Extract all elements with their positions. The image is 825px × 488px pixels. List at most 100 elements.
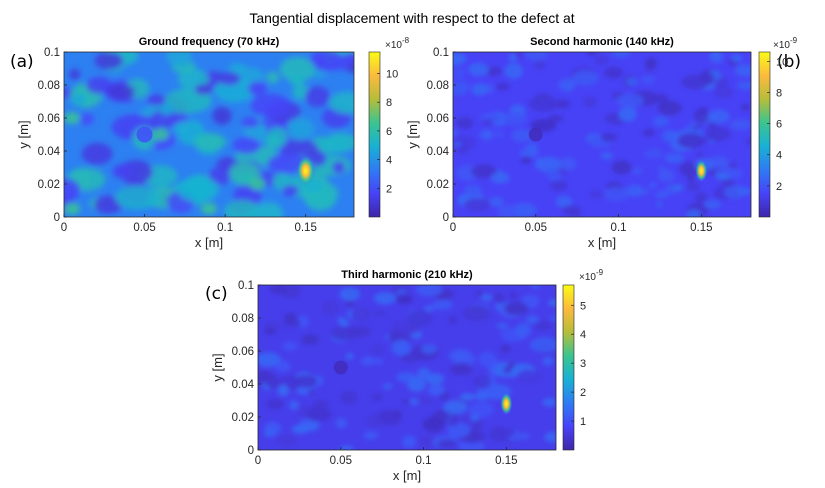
texture-blob [720, 179, 735, 188]
texture-blob [478, 351, 497, 367]
texture-blob [308, 389, 315, 396]
texture-blob [586, 52, 598, 56]
texture-blob [472, 375, 491, 389]
x-tick-label: 0 [255, 455, 261, 467]
texture-blob [402, 398, 412, 405]
texture-blob [724, 184, 746, 200]
texture-blob [489, 426, 509, 442]
texture-blob [64, 177, 81, 202]
colorbar-tick-label: 10 [776, 56, 788, 68]
defect-marker [528, 127, 543, 142]
texture-blob [611, 160, 632, 175]
texture-blob [254, 202, 284, 217]
texture-blob [524, 52, 549, 61]
heatmap-field [258, 285, 556, 450]
colorbar-tick-label: 2 [776, 181, 782, 193]
texture-blob [447, 422, 470, 438]
texture-blob [407, 377, 426, 392]
colorbar-tick-label: 1 [580, 416, 586, 428]
texture-blob [335, 417, 347, 429]
texture-blob [382, 383, 393, 390]
texture-blob [521, 294, 540, 309]
colorbar-tick-label: 6 [386, 126, 392, 138]
texture-blob [714, 86, 734, 99]
texture-blob [737, 81, 751, 90]
colorbar-exponent-base: ×10 [773, 40, 790, 51]
texture-blob [658, 169, 675, 183]
texture-blob [549, 180, 568, 192]
colorbar [758, 51, 771, 218]
texture-blob [470, 412, 480, 422]
x-tick-label: 0.15 [294, 222, 316, 234]
colorbar [368, 51, 381, 218]
texture-blob [495, 82, 511, 91]
texture-blob [388, 329, 404, 343]
texture-blob [588, 190, 604, 199]
plot-frame [257, 284, 557, 451]
texture-blob [269, 285, 287, 295]
x-tick-label: 0.1 [416, 455, 432, 467]
texture-blob [472, 420, 484, 431]
texture-blob [612, 52, 631, 58]
texture-blob [632, 167, 643, 175]
texture-blob [468, 62, 488, 73]
texture-blob [464, 198, 491, 212]
texture-blob [201, 202, 217, 215]
texture-blob [374, 358, 384, 365]
texture-blob [258, 352, 281, 368]
subplot-title: Third harmonic (210 kHz) [341, 269, 473, 281]
texture-blob [177, 176, 220, 203]
texture-blob [600, 132, 618, 142]
colorbar-exponent-power: -9 [790, 36, 798, 45]
heatmap-texture [64, 52, 354, 217]
texture-blob [372, 309, 387, 318]
texture-blob [349, 325, 372, 337]
texture-blob [548, 314, 556, 322]
texture-blob [345, 353, 354, 360]
texture-blob [340, 390, 358, 405]
texture-blob [496, 323, 509, 329]
texture-blob [432, 299, 453, 311]
texture-blob [395, 342, 410, 356]
texture-blob [416, 285, 443, 297]
texture-blob [709, 52, 724, 64]
texture-blob [509, 292, 517, 299]
texture-blob [371, 393, 383, 402]
x-tick-label: 0 [450, 222, 456, 234]
x-tick-label: 0.1 [611, 222, 627, 234]
texture-blob [64, 112, 81, 124]
texture-blob [266, 399, 284, 410]
subplot-title: Ground frequency (70 kHz) [139, 36, 280, 48]
texture-blob [562, 205, 581, 215]
texture-blob [282, 185, 299, 197]
texture-blob [339, 287, 361, 301]
texture-blob [664, 153, 684, 164]
texture-blob [657, 100, 682, 116]
texture-blob [288, 400, 299, 410]
colorbar-tick-label: 4 [580, 329, 586, 341]
colorbar-tick-label: 8 [776, 87, 782, 99]
texture-blob [672, 184, 685, 191]
texture-blob [558, 78, 576, 92]
texture-blob [218, 71, 241, 86]
texture-blob [548, 299, 556, 307]
texture-blob [212, 106, 232, 125]
texture-blob [421, 344, 437, 354]
y-tick-label: 0 [248, 445, 254, 457]
texture-blob [695, 151, 705, 159]
texture-blob [525, 143, 539, 154]
texture-blob [504, 301, 528, 316]
texture-blob [475, 290, 483, 297]
texture-blob [427, 384, 445, 396]
texture-blob [339, 445, 354, 450]
colorbar-exponent-base: ×10 [579, 272, 596, 283]
texture-blob [69, 68, 81, 80]
texture-blob [369, 344, 385, 356]
texture-blob [493, 360, 502, 367]
texture-blob [548, 114, 564, 123]
texture-blob [480, 129, 494, 140]
texture-blob [247, 81, 267, 96]
